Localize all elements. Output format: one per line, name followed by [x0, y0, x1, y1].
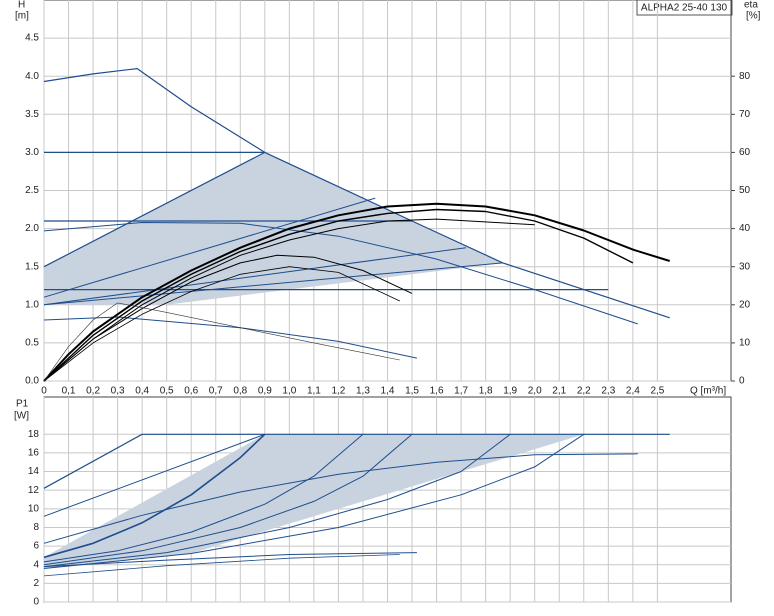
y-tick-label: 4: [33, 559, 39, 570]
curve: [43, 67, 670, 319]
x-label: Q [m³/h]: [690, 386, 726, 397]
curve: [43, 433, 585, 569]
curve: [43, 433, 265, 517]
y-tick-label: 4.5: [25, 33, 39, 44]
y-tick-label: 4.0: [25, 71, 39, 82]
curve: [43, 222, 638, 325]
x-tick-label: 2,2: [577, 386, 591, 397]
y-tick-label: 0.5: [25, 338, 39, 349]
y-label: H: [18, 0, 25, 11]
x-tick-label: 1,0: [282, 386, 296, 397]
x-tick-label: 2,4: [626, 386, 640, 397]
y-tick-label: 0.0: [25, 376, 39, 387]
x-tick-label: 0,9: [258, 386, 272, 397]
x-tick-label: 1,8: [479, 386, 493, 397]
y2-tick-label: 10: [739, 338, 751, 349]
y-tick-label: 1.5: [25, 261, 39, 272]
x-tick-label: 1,2: [331, 386, 345, 397]
y2-tick-label: 40: [739, 223, 751, 234]
y-unit: [m]: [15, 11, 29, 22]
y-tick-label: 2: [33, 578, 39, 589]
curve: [43, 197, 376, 298]
x-tick-label: 0,3: [111, 386, 125, 397]
curve: [43, 151, 266, 268]
x-tick-label: 1,6: [430, 386, 444, 397]
x-tick-label: 1,5: [405, 386, 419, 397]
y-tick-label: 12: [28, 485, 40, 496]
x-tick-label: 0,4: [135, 386, 149, 397]
x-tick-label: 0,2: [86, 386, 100, 397]
y-tick-label: 3.0: [25, 147, 39, 158]
curve: [43, 433, 413, 566]
curve: [43, 453, 638, 544]
y2-tick-label: 60: [739, 147, 751, 158]
y-label: P1: [16, 399, 29, 410]
y-tick-label: 10: [28, 503, 40, 514]
y-tick-label: 1.0: [25, 299, 39, 310]
x-tick-label: 1,7: [454, 386, 468, 397]
x-tick-label: 2,5: [650, 386, 664, 397]
curve: [43, 552, 417, 568]
x-tick-label: 1,3: [356, 386, 370, 397]
x-tick-label: 0,1: [62, 386, 76, 397]
x-tick-label: 2,1: [552, 386, 566, 397]
y2-tick-label: 80: [739, 71, 751, 82]
title-box: [636, 0, 733, 16]
curve: [43, 433, 364, 563]
curve: [43, 254, 413, 382]
y2-tick-label: 30: [739, 261, 751, 272]
curve: [43, 316, 418, 359]
y-tick-label: 16: [28, 448, 40, 459]
y-tick-label: 8: [33, 522, 39, 533]
y2-tick-label: 50: [739, 185, 751, 196]
curve: [43, 302, 400, 382]
y2-tick-label: 70: [739, 109, 751, 120]
x-tick-label: 1,4: [381, 386, 395, 397]
curve: [43, 433, 670, 489]
curve: [43, 433, 266, 559]
y-tick-label: 14: [28, 466, 40, 477]
grid: [43, 0, 735, 603]
y-tick-label: 6: [33, 541, 39, 552]
curve: [43, 433, 511, 568]
x-tick-label: 0: [41, 386, 47, 397]
curve: [43, 262, 503, 306]
y2-unit: [%]: [746, 11, 761, 22]
y-tick-label: 18: [28, 429, 40, 440]
y-unit: [W]: [14, 411, 29, 422]
y2-tick-label: 20: [739, 299, 751, 310]
curve: [43, 218, 535, 382]
y-tick-label: 2.5: [25, 185, 39, 196]
curve: [43, 202, 670, 382]
curve: [43, 208, 634, 382]
x-tick-label: 0,6: [184, 386, 198, 397]
x-tick-label: 1,9: [503, 386, 517, 397]
curve: [43, 247, 467, 306]
y-tick-label: 3.5: [25, 109, 39, 120]
plot: [43, 67, 670, 577]
curve: [43, 266, 400, 382]
curve: [43, 554, 400, 577]
y-tick-label: 2.0: [25, 223, 39, 234]
x-tick-label: 0,8: [233, 386, 247, 397]
x-tick-label: 0,5: [160, 386, 174, 397]
x-tick-label: 2,0: [528, 386, 542, 397]
x-tick-label: 2,3: [601, 386, 615, 397]
chart-title: ALPHA2 25-40 130: [641, 3, 728, 14]
y2-label: eta: [744, 0, 758, 11]
y-tick-label: 0: [33, 597, 39, 608]
x-tick-label: 0,7: [209, 386, 223, 397]
x-tick-label: 1,1: [307, 386, 321, 397]
y2-tick-label: 0: [739, 376, 745, 387]
